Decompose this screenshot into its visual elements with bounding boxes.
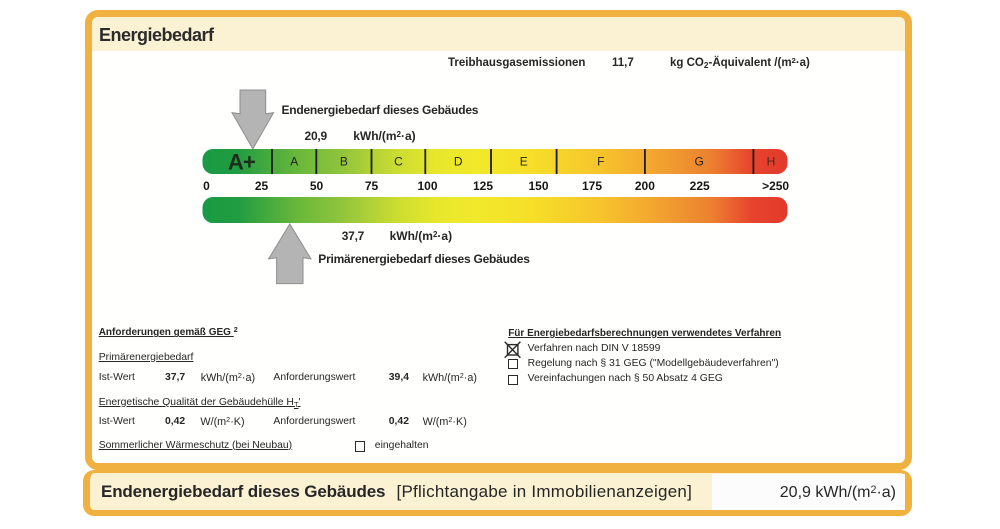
svg-text:50: 50 xyxy=(310,179,324,193)
svg-text:G: G xyxy=(695,155,704,169)
svg-text:125: 125 xyxy=(473,179,493,193)
svg-text:0: 0 xyxy=(203,179,210,193)
svg-text:150: 150 xyxy=(528,179,548,193)
svg-text:B: B xyxy=(340,155,348,169)
svg-text:200: 200 xyxy=(635,179,655,193)
svg-text:225: 225 xyxy=(690,179,710,193)
svg-text:H: H xyxy=(767,155,776,169)
svg-text:75: 75 xyxy=(365,179,379,193)
svg-text:25: 25 xyxy=(255,179,269,193)
svg-text:F: F xyxy=(597,155,604,169)
svg-text:A+: A+ xyxy=(228,150,255,175)
svg-text:C: C xyxy=(394,155,403,169)
svg-text:175: 175 xyxy=(582,179,602,193)
svg-text:E: E xyxy=(520,155,528,169)
svg-text:D: D xyxy=(454,155,463,169)
svg-text:>250: >250 xyxy=(762,179,789,193)
svg-text:100: 100 xyxy=(417,179,437,193)
svg-text:A: A xyxy=(290,155,298,169)
